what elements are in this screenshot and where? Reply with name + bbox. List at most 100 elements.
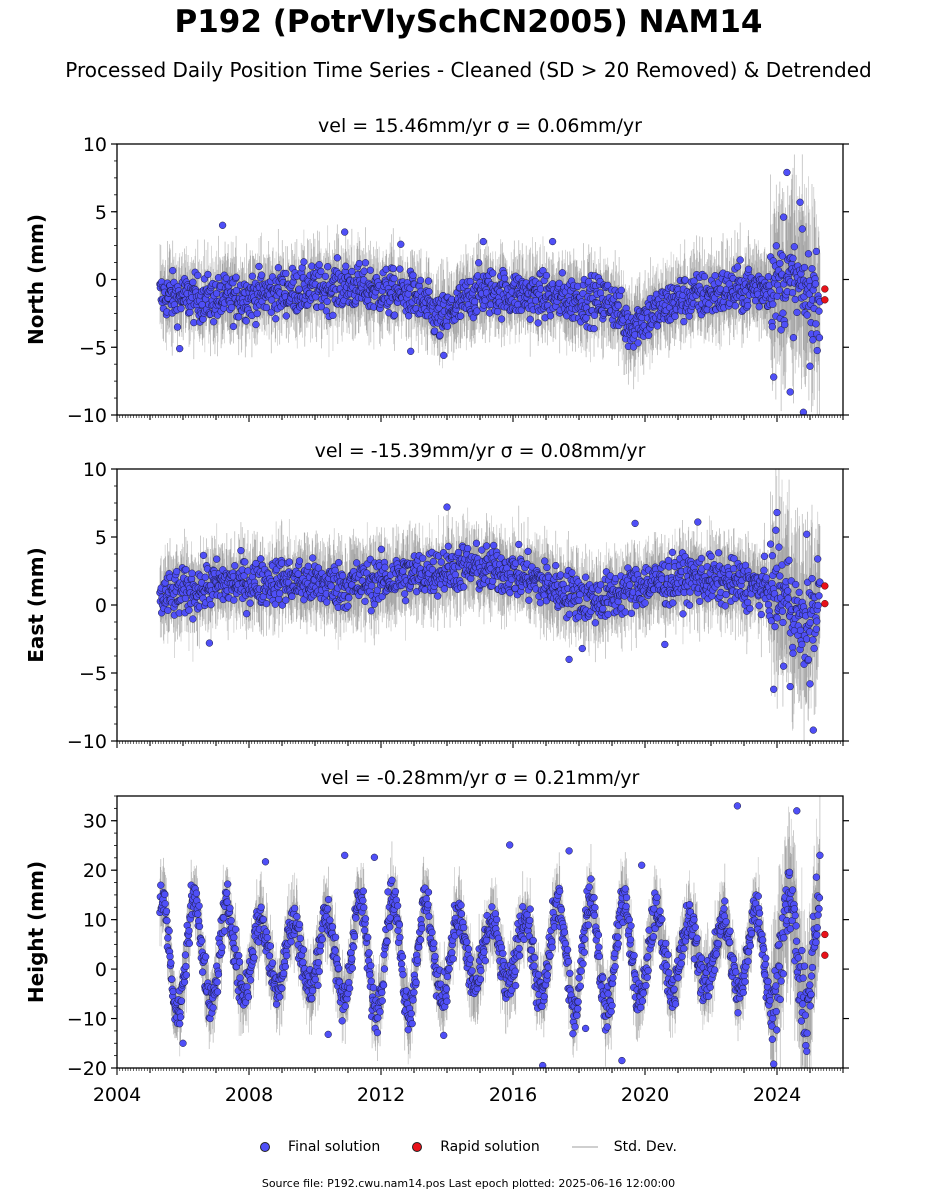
final-solution-point xyxy=(189,278,197,286)
final-solution-point xyxy=(803,311,811,319)
final-solution-point xyxy=(185,606,193,614)
final-solution-point xyxy=(777,326,785,334)
final-solution-point xyxy=(779,309,787,317)
final-solution-point xyxy=(783,168,791,177)
final-solution-point xyxy=(430,327,439,335)
final-solution-point xyxy=(181,594,190,603)
final-solution-point xyxy=(548,237,557,246)
y-tick-label: −10 xyxy=(67,405,107,427)
final-solution-point xyxy=(558,269,566,277)
final-solution-point xyxy=(542,271,551,280)
final-solution-point xyxy=(604,281,612,290)
chart-subtitle: Processed Daily Position Time Series - C… xyxy=(65,58,872,82)
final-solution-point xyxy=(342,262,350,270)
final-solution-point xyxy=(555,279,563,287)
y-axis-label: North (mm) xyxy=(24,214,48,345)
final-solution-point xyxy=(744,265,753,273)
final-solution-point xyxy=(218,221,227,229)
final-solution-point xyxy=(772,242,780,250)
final-solution-point xyxy=(526,315,534,323)
final-solution-point xyxy=(341,228,349,236)
final-solution-point xyxy=(182,565,190,574)
final-solution-point xyxy=(731,302,740,310)
final-solution-point xyxy=(500,274,509,283)
final-solution-point xyxy=(253,309,261,318)
final-solution-point xyxy=(235,313,243,321)
rapid-solution-point xyxy=(821,285,829,293)
final-solution-point xyxy=(769,300,777,308)
final-solution-point xyxy=(424,277,433,285)
final-solution-point xyxy=(425,287,433,296)
final-solution-point xyxy=(497,315,506,323)
final-solution-point xyxy=(317,267,325,276)
final-solution-point xyxy=(189,615,197,623)
panel-1: −10 −5 0 5 10 vel = 15.46mm/yr σ = 0.06mm/yr N… xyxy=(24,115,849,427)
final-solution-point xyxy=(194,271,202,280)
final-solution-point xyxy=(329,311,337,319)
final-solution-point xyxy=(324,263,332,271)
final-solution-point xyxy=(778,252,787,260)
final-solution-point xyxy=(456,312,465,320)
final-solution-point xyxy=(813,346,821,355)
final-solution-point xyxy=(653,322,662,330)
final-solution-point xyxy=(321,272,330,281)
final-solution-point xyxy=(546,312,555,320)
final-solution-point xyxy=(534,319,542,327)
final-solution-point xyxy=(228,303,236,312)
final-solution-point xyxy=(786,388,794,396)
final-solution-point xyxy=(317,303,326,311)
final-solution-point xyxy=(789,254,797,263)
final-solution-point xyxy=(793,308,801,317)
final-solution-point xyxy=(257,271,266,279)
final-solution-point xyxy=(770,373,778,381)
final-solution-point xyxy=(634,339,642,347)
final-solution-point xyxy=(800,263,809,272)
final-solution-point xyxy=(644,331,653,339)
final-solution-point xyxy=(207,601,215,609)
y-tick-label: −5 xyxy=(79,337,107,359)
final-solution-point xyxy=(252,320,260,329)
final-solution-point xyxy=(204,270,212,279)
final-solution-point xyxy=(473,307,481,315)
final-solution-point xyxy=(176,344,184,353)
final-solution-point xyxy=(268,296,276,304)
final-solution-point xyxy=(295,285,303,293)
final-solution-point xyxy=(781,320,789,329)
final-solution-point xyxy=(798,225,806,233)
final-solution-point xyxy=(360,267,368,275)
final-solution-point xyxy=(407,347,415,355)
final-solution-point xyxy=(389,264,397,273)
final-solution-point xyxy=(396,265,404,273)
final-solution-point xyxy=(255,262,263,271)
final-solution-point xyxy=(242,317,250,325)
final-solution-point xyxy=(248,272,257,280)
final-solution-point xyxy=(213,555,221,563)
final-solution-point xyxy=(173,323,182,331)
final-solution-point xyxy=(169,266,177,275)
final-solution-point xyxy=(300,258,308,266)
final-solution-point xyxy=(776,259,784,268)
final-solution-point xyxy=(390,274,398,283)
final-solution-point xyxy=(796,198,804,206)
final-solution-point xyxy=(789,333,798,342)
final-solution-point xyxy=(232,286,241,295)
final-solution-point xyxy=(768,323,776,331)
final-solution-point xyxy=(799,408,808,415)
final-solution-point xyxy=(790,243,799,251)
final-solution-point xyxy=(366,266,375,274)
final-solution-point xyxy=(262,303,271,312)
final-solution-point xyxy=(323,297,331,306)
final-solution-point xyxy=(744,302,752,310)
final-solution-point xyxy=(177,304,185,313)
final-solution-point xyxy=(274,264,282,272)
final-solution-point xyxy=(812,247,821,256)
final-solution-point xyxy=(199,551,208,560)
final-solution-point xyxy=(479,237,487,246)
final-solution-point xyxy=(788,289,797,297)
final-solution-point xyxy=(539,266,547,275)
final-solution-point xyxy=(201,573,209,581)
final-solution-point xyxy=(590,324,598,333)
final-solution-point xyxy=(390,311,399,319)
